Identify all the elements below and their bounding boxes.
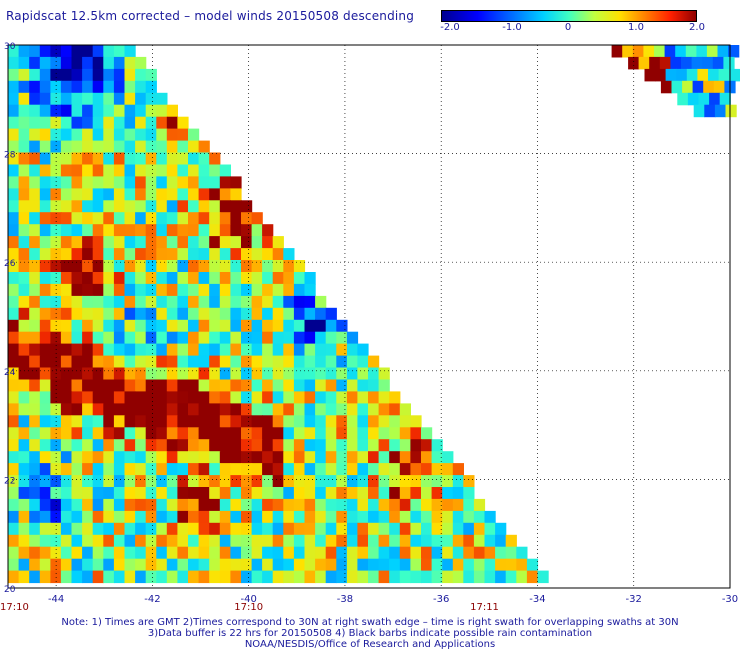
- footnote-line-3: NOAA/NESDIS/Office of Research and Appli…: [244, 639, 496, 650]
- time-label: 17:10: [234, 602, 263, 613]
- x-tick-label: -36: [433, 594, 449, 605]
- y-tick-label: 20: [4, 585, 16, 595]
- colorbar: [441, 10, 697, 22]
- y-tick-label: 26: [4, 259, 16, 269]
- colorbar-label-min: -2.0: [440, 22, 460, 33]
- colorbar-label-max: 2.0: [689, 22, 705, 33]
- time-label: 17:11: [470, 602, 499, 613]
- colorbar-label-zero: 0: [564, 22, 572, 33]
- y-tick-label: 30: [4, 42, 16, 52]
- footnote-line-2: 3)Data buffer is 22 hrs for 20150508 4) …: [147, 628, 593, 639]
- x-tick-label: -30: [722, 594, 738, 605]
- x-tick-label: -44: [48, 594, 64, 605]
- grid-lines: [8, 45, 730, 588]
- x-tick-label: -40: [240, 594, 256, 605]
- colorbar-label-pos1: 1.0: [628, 22, 644, 33]
- wind-cells: [8, 45, 740, 584]
- colorbar-label-neg1: -1.0: [502, 22, 522, 33]
- map-title: Rapidscat 12.5km corrected – model winds…: [6, 9, 415, 23]
- x-tick-label: -34: [529, 594, 545, 605]
- map-frame: [7, 44, 731, 589]
- y-tick-label: 24: [4, 368, 16, 378]
- x-tick-label: -32: [626, 594, 642, 605]
- y-tick-label: 22: [4, 476, 15, 486]
- x-tick-label: -42: [144, 594, 160, 605]
- footnote-line-1: Note: 1) Times are GMT 2)Times correspon…: [61, 617, 679, 628]
- x-tick-label: -38: [337, 594, 353, 605]
- y-tick-label: 28: [4, 151, 16, 161]
- time-label: 17:10: [0, 602, 29, 613]
